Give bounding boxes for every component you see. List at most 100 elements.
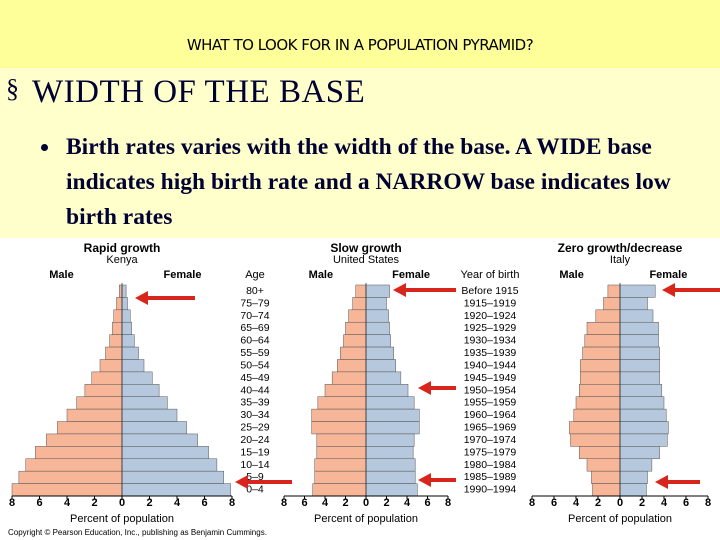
bar [580, 359, 621, 373]
bullet-text: Birth rates varies with the width of the… [66, 134, 671, 230]
x-axis-label: Percent of population [568, 513, 672, 525]
category-label: 55–59 [240, 347, 269, 359]
bar [121, 309, 131, 323]
bar [619, 446, 660, 460]
bar [18, 470, 123, 484]
category-label: 1980–1984 [464, 459, 517, 471]
x-tick-label: 2 [383, 497, 389, 509]
bar [573, 408, 621, 422]
bar [312, 483, 367, 497]
bar [619, 458, 653, 472]
category-label: 80+ [246, 285, 264, 297]
bar [331, 371, 367, 385]
bar [619, 346, 660, 360]
bar [66, 408, 123, 422]
x-tick-label: 6 [424, 497, 430, 509]
bar [580, 371, 621, 385]
x-tick-label: 2 [342, 497, 348, 509]
bar [584, 334, 621, 348]
bar [619, 284, 656, 298]
arrow [662, 283, 720, 297]
bar [314, 470, 367, 484]
bar [365, 297, 387, 311]
bar [619, 384, 663, 397]
legend-label: Female [392, 269, 430, 281]
category-label: 20–24 [240, 434, 269, 446]
category-label: 1965–1969 [464, 422, 517, 434]
category-label: 1920–1924 [464, 310, 517, 322]
bar [121, 433, 198, 447]
x-tick-label: 8 [529, 497, 535, 509]
chart-subtitle: United States [333, 254, 400, 266]
bar [105, 346, 123, 360]
x-tick-label: 8 [281, 497, 287, 509]
category-label: 1950–1954 [464, 384, 517, 396]
bar [46, 433, 123, 447]
bar [121, 334, 135, 348]
bar [76, 396, 123, 410]
copyright: Copyright © Pearson Education, Inc., pub… [8, 528, 267, 537]
category-label: 25–29 [240, 422, 269, 434]
bar [365, 309, 389, 323]
bar [121, 421, 187, 435]
legend-label: Male [49, 269, 73, 281]
bar [619, 483, 647, 497]
heading: WIDTH OF THE BASE [32, 74, 366, 110]
bar [619, 359, 660, 373]
x-tick-label: 0 [119, 497, 125, 509]
arrow [418, 473, 456, 487]
category-label: 1955–1959 [464, 397, 517, 409]
bar [113, 309, 123, 323]
bullet-dot [41, 144, 48, 151]
bar [619, 334, 659, 348]
category-label: 75–79 [240, 297, 269, 309]
bar [355, 284, 367, 298]
category-label: 15–19 [240, 446, 269, 458]
bar [316, 446, 367, 460]
x-tick-label: 2 [595, 497, 601, 509]
category-label: 1970–1974 [464, 434, 517, 446]
arrow [655, 475, 700, 489]
bar [99, 359, 123, 373]
bar [121, 297, 128, 311]
bar [121, 284, 127, 298]
x-tick-label: 4 [404, 497, 411, 509]
category-title: Age [245, 269, 265, 281]
x-tick-label: 8 [705, 497, 711, 509]
bar [619, 433, 668, 447]
bar [121, 483, 231, 497]
category-label: 1985–1989 [464, 471, 517, 483]
category-label: 40–44 [240, 384, 269, 396]
bar [91, 371, 123, 385]
heading-bullet: § [6, 74, 19, 103]
category-label: 1940–1944 [464, 359, 517, 371]
bar [324, 384, 367, 397]
x-tick-label: 4 [174, 497, 181, 509]
bar [619, 396, 665, 410]
arrow [393, 283, 456, 297]
x-tick-label: 6 [551, 497, 557, 509]
bar [619, 470, 648, 484]
category-label: 1930–1934 [464, 335, 517, 347]
bar [365, 433, 415, 447]
bar [121, 396, 168, 410]
bar [579, 446, 621, 460]
category-label: 35–39 [240, 397, 269, 409]
bar [365, 334, 391, 348]
x-tick-label: 8 [445, 497, 451, 509]
category-label: 30–34 [240, 409, 269, 421]
category-label: 10–14 [240, 459, 269, 471]
bar [575, 396, 621, 410]
bar [121, 359, 145, 373]
bar [345, 321, 367, 335]
x-axis-label: Percent of population [314, 513, 418, 525]
bar [11, 483, 123, 497]
category-label: 70–74 [240, 310, 269, 322]
bar [603, 297, 621, 311]
chart-title: Rapid growth [84, 241, 161, 255]
arrows [135, 283, 720, 489]
category-label: 1945–1949 [464, 372, 517, 384]
chart-title: Zero growth/decrease [558, 241, 683, 255]
